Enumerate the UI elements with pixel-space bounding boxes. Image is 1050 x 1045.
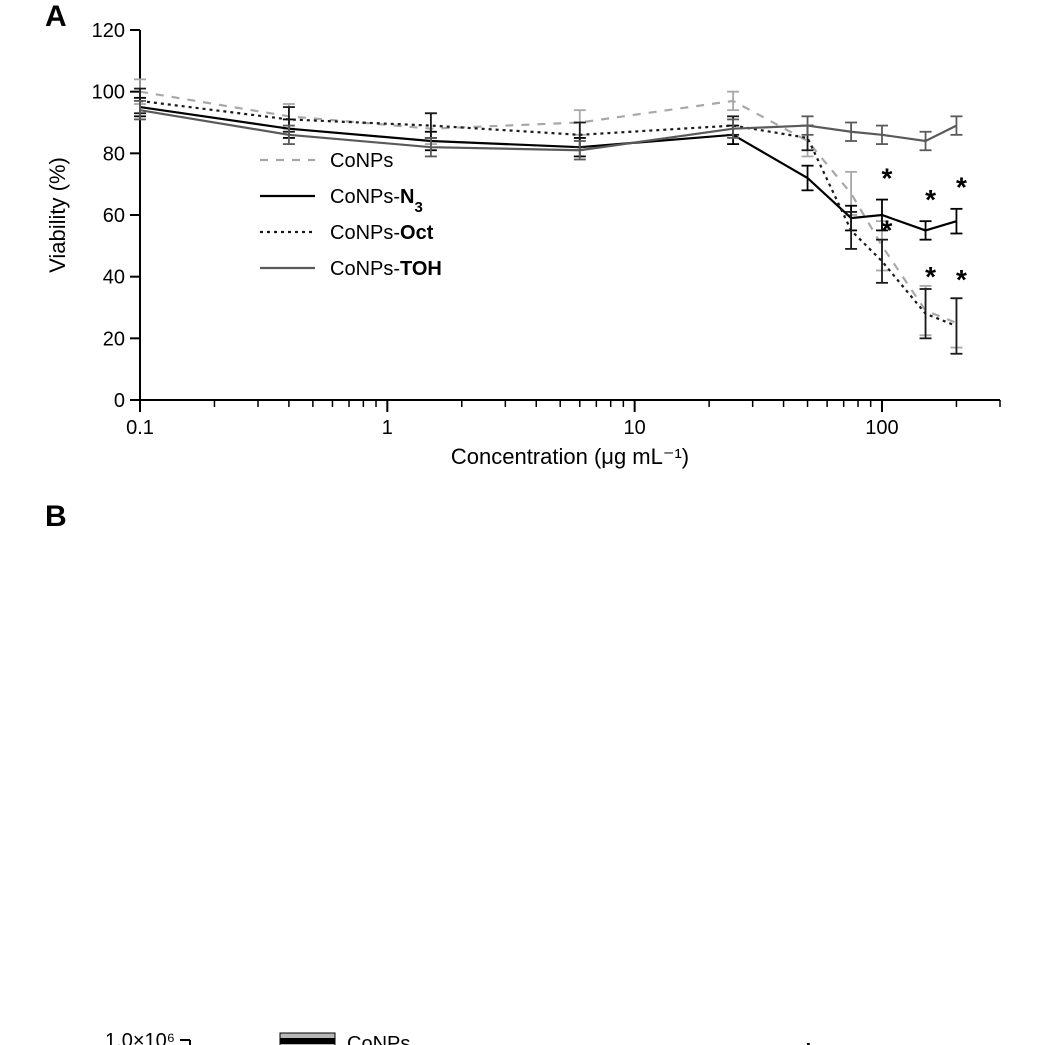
- svg-text:1.0×10⁶: 1.0×10⁶: [105, 1030, 175, 1045]
- chart-oxidative-stress: 02.0×10⁵4.0×10⁵6.0×10⁵8.0×10⁵1.0×10⁶2550…: [0, 510, 1050, 1045]
- figure-container: A B 0204060801001200.1110100Concentratio…: [0, 0, 1050, 1045]
- svg-text:*: *: [925, 184, 936, 215]
- svg-text:0.1: 0.1: [126, 417, 154, 439]
- svg-text:100: 100: [865, 417, 898, 439]
- svg-text:CoNPs: CoNPs: [347, 1033, 410, 1045]
- svg-text:20: 20: [103, 328, 125, 350]
- svg-text:CoNPs: CoNPs: [330, 150, 393, 172]
- svg-text:*: *: [882, 215, 893, 246]
- svg-text:Concentration (μg mL⁻¹): Concentration (μg mL⁻¹): [451, 444, 689, 469]
- svg-text:40: 40: [103, 267, 125, 289]
- svg-text:CoNPs-TOH: CoNPs-TOH: [330, 258, 442, 280]
- svg-text:80: 80: [103, 143, 125, 165]
- svg-text:*: *: [882, 162, 893, 193]
- svg-text:*: *: [956, 172, 967, 203]
- svg-text:60: 60: [103, 205, 125, 227]
- svg-text:CoNPs-Oct: CoNPs-Oct: [330, 222, 434, 244]
- svg-text:*: *: [803, 1037, 814, 1045]
- svg-text:0: 0: [114, 390, 125, 412]
- svg-text:1: 1: [382, 417, 393, 439]
- svg-text:CoNPs-N3: CoNPs-N3: [330, 186, 423, 216]
- svg-text:100: 100: [92, 82, 125, 104]
- svg-text:*: *: [956, 264, 967, 295]
- svg-text:10: 10: [624, 417, 646, 439]
- svg-text:Viability (%): Viability (%): [45, 157, 70, 273]
- svg-text:*: *: [925, 261, 936, 292]
- svg-text:120: 120: [92, 20, 125, 42]
- chart-viability: 0 20 40 60 80 100 120 0.1 1 10 100 Concentration (μ…: [0, 0, 1050, 510]
